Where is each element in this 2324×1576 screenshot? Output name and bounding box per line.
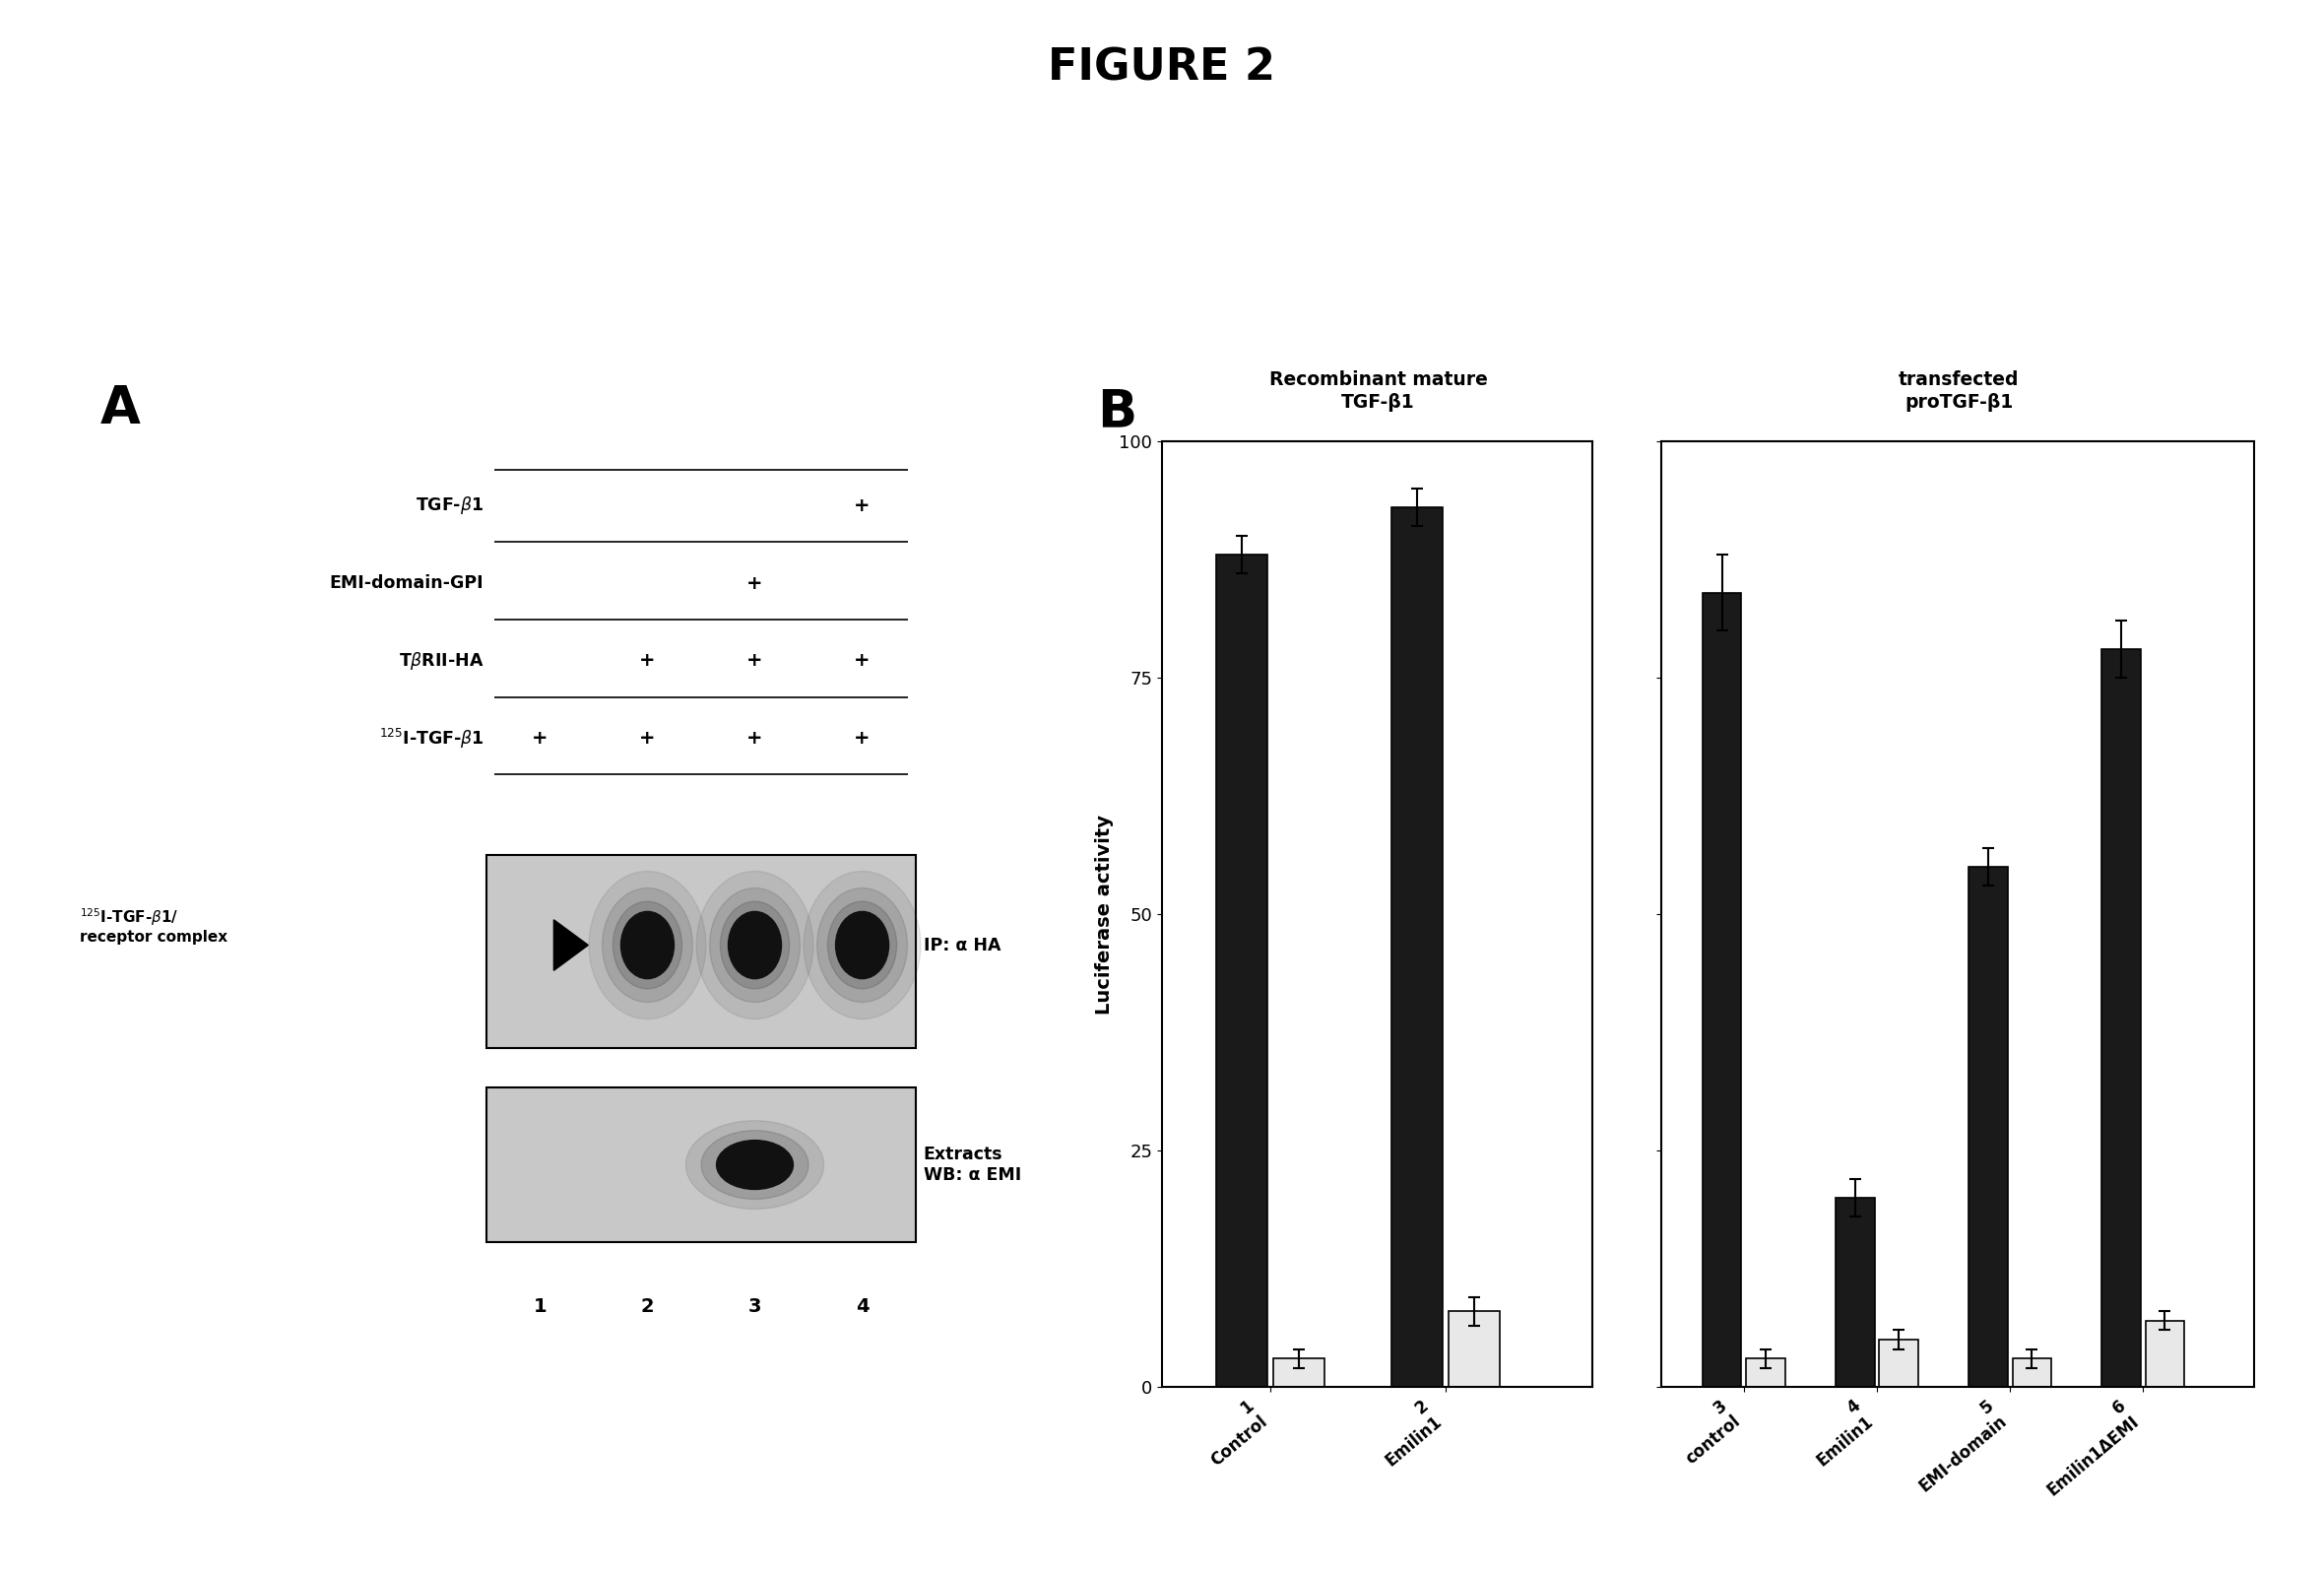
Bar [1745, 1359, 1785, 1387]
Bar [488, 854, 916, 1048]
Text: 2: 2 [641, 1297, 653, 1316]
Text: $^{125}$I-TGF-$\beta$1: $^{125}$I-TGF-$\beta$1 [379, 727, 483, 750]
Ellipse shape [727, 911, 781, 979]
Bar [2013, 1359, 2052, 1387]
Text: +: + [639, 651, 655, 670]
Ellipse shape [804, 872, 920, 1020]
Bar [1880, 1340, 1917, 1387]
Bar [1448, 1311, 1499, 1387]
Ellipse shape [702, 1130, 809, 1199]
Bar [1836, 1198, 1875, 1387]
Text: transfected
proTGF-β1: transfected proTGF-β1 [1899, 370, 2020, 413]
Ellipse shape [621, 911, 674, 979]
Text: +: + [855, 730, 869, 747]
Text: A: A [100, 383, 142, 435]
Text: +: + [746, 730, 762, 747]
Text: 3: 3 [748, 1297, 762, 1316]
Text: 4: 4 [855, 1297, 869, 1316]
Ellipse shape [709, 887, 799, 1002]
Ellipse shape [720, 901, 790, 988]
Text: $^{125}$I-TGF-$\beta$1/
receptor complex: $^{125}$I-TGF-$\beta$1/ receptor complex [79, 906, 228, 946]
Bar [1703, 593, 1741, 1387]
Bar [2101, 649, 2140, 1387]
Text: +: + [532, 730, 548, 747]
Ellipse shape [686, 1121, 825, 1209]
Text: Extracts
WB: α EMI: Extracts WB: α EMI [923, 1146, 1020, 1184]
Bar [488, 1087, 916, 1242]
Ellipse shape [827, 901, 897, 988]
Bar [2145, 1321, 2185, 1387]
Text: B: B [1097, 386, 1136, 437]
Text: IP: α HA: IP: α HA [923, 936, 1002, 953]
Bar [1215, 555, 1267, 1387]
Text: 1: 1 [535, 1297, 546, 1316]
Y-axis label: Luciferase activity: Luciferase activity [1095, 815, 1113, 1013]
Text: +: + [746, 651, 762, 670]
Text: Recombinant mature
TGF-β1: Recombinant mature TGF-β1 [1269, 370, 1487, 413]
Bar [1274, 1359, 1325, 1387]
Ellipse shape [602, 887, 693, 1002]
Ellipse shape [837, 911, 888, 979]
Ellipse shape [614, 901, 681, 988]
Text: TGF-$\beta$1: TGF-$\beta$1 [416, 495, 483, 517]
Text: +: + [855, 651, 869, 670]
Polygon shape [553, 920, 588, 971]
Ellipse shape [716, 1141, 792, 1190]
Text: T$\beta$RII-HA: T$\beta$RII-HA [400, 649, 483, 671]
Ellipse shape [588, 872, 706, 1020]
Text: FIGURE 2: FIGURE 2 [1048, 47, 1276, 90]
Ellipse shape [697, 872, 813, 1020]
Bar [1392, 507, 1443, 1387]
Bar [1968, 867, 2008, 1387]
Ellipse shape [818, 887, 906, 1002]
Text: +: + [639, 730, 655, 747]
Text: +: + [855, 496, 869, 515]
Text: EMI-domain-GPI: EMI-domain-GPI [330, 574, 483, 593]
Text: +: + [746, 574, 762, 593]
